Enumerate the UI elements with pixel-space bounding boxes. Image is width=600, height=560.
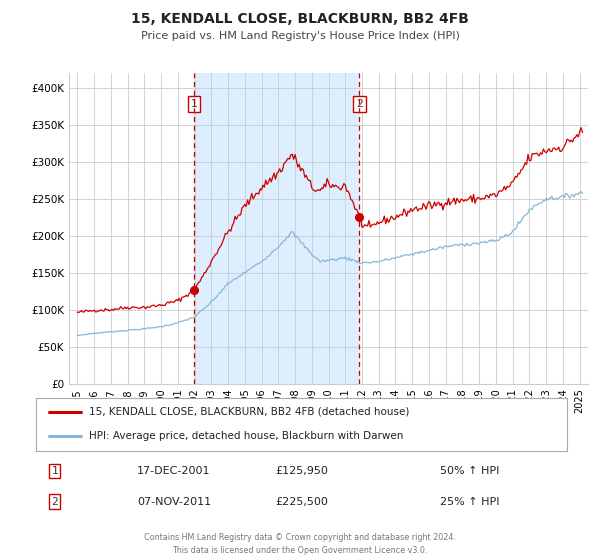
Text: 15, KENDALL CLOSE, BLACKBURN, BB2 4FB (detached house): 15, KENDALL CLOSE, BLACKBURN, BB2 4FB (d…: [89, 407, 409, 417]
Text: 2: 2: [51, 497, 58, 507]
Text: HPI: Average price, detached house, Blackburn with Darwen: HPI: Average price, detached house, Blac…: [89, 431, 403, 441]
Text: Price paid vs. HM Land Registry's House Price Index (HPI): Price paid vs. HM Land Registry's House …: [140, 31, 460, 41]
Text: 50% ↑ HPI: 50% ↑ HPI: [440, 466, 499, 476]
Text: 15, KENDALL CLOSE, BLACKBURN, BB2 4FB: 15, KENDALL CLOSE, BLACKBURN, BB2 4FB: [131, 12, 469, 26]
Text: 07-NOV-2011: 07-NOV-2011: [137, 497, 211, 507]
Text: 25% ↑ HPI: 25% ↑ HPI: [440, 497, 499, 507]
Text: This data is licensed under the Open Government Licence v3.0.: This data is licensed under the Open Gov…: [172, 546, 428, 555]
Text: Contains HM Land Registry data © Crown copyright and database right 2024.: Contains HM Land Registry data © Crown c…: [144, 533, 456, 542]
Text: £225,500: £225,500: [275, 497, 328, 507]
Bar: [194, 73, 359, 384]
Text: 1: 1: [191, 99, 197, 109]
Text: 1: 1: [51, 466, 58, 476]
Text: 2: 2: [356, 99, 363, 109]
Text: 17-DEC-2001: 17-DEC-2001: [137, 466, 211, 476]
Text: £125,950: £125,950: [275, 466, 328, 476]
